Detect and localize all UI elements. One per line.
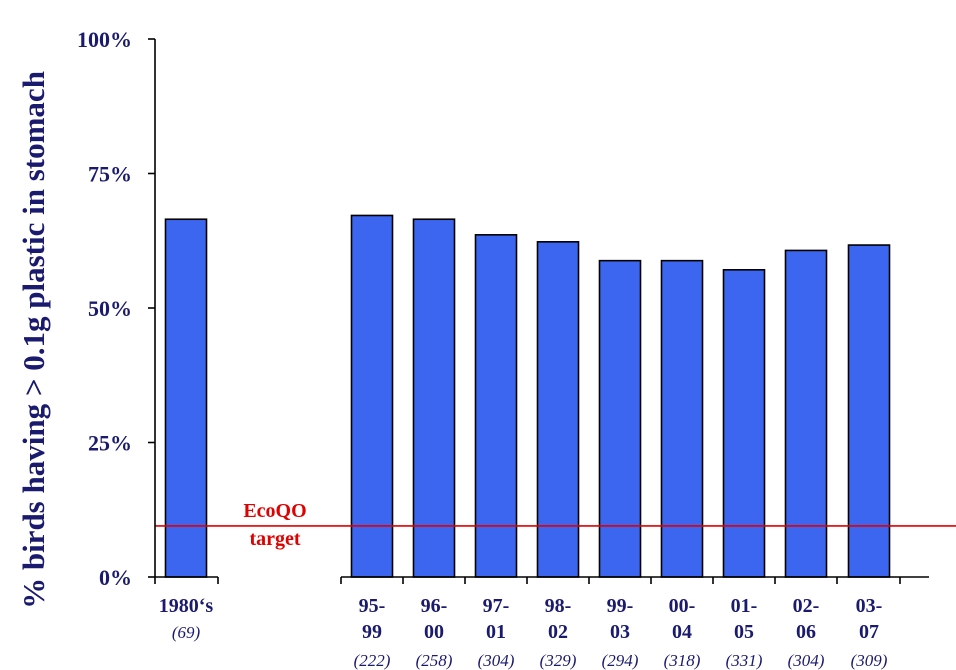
x-tick-label: 00- xyxy=(669,595,696,617)
y-tick-label: 0% xyxy=(99,565,132,590)
target-group: EcoQO target xyxy=(155,500,956,550)
x-tick-label: 1980‘s xyxy=(159,595,214,617)
x-tick-label: 99 xyxy=(362,621,382,643)
y-tick-label: 50% xyxy=(88,296,132,321)
y-tick-label: 75% xyxy=(88,162,132,187)
x-tick-sample-size: (318) xyxy=(664,651,701,670)
x-tick-label: 00 xyxy=(424,621,444,643)
x-tick-label: 03 xyxy=(610,621,630,643)
y-tick-label: 25% xyxy=(88,431,132,456)
x-tick-label: 07 xyxy=(859,621,879,643)
x-tick-sample-size: (222) xyxy=(354,651,391,670)
x-tick-label: 05 xyxy=(734,621,754,643)
x-tick-label: 02- xyxy=(793,595,820,617)
bar xyxy=(474,234,518,578)
target-label: EcoQO xyxy=(243,500,306,522)
bar xyxy=(412,218,456,578)
x-tick-label: 02 xyxy=(548,621,568,643)
y-axis-label: % birds having > 0.1g plastic in stomach xyxy=(16,71,51,609)
x-tick-label: 01 xyxy=(486,621,506,643)
x-tick-sample-size: (69) xyxy=(172,623,201,642)
x-tick-sample-size: (304) xyxy=(478,651,515,670)
x-tick-label: 96- xyxy=(421,595,448,617)
bars-group xyxy=(164,214,891,578)
bar xyxy=(660,259,704,578)
x-tick-sample-size: (329) xyxy=(540,651,577,670)
x-tick-label: 01- xyxy=(731,595,758,617)
target-label: target xyxy=(249,528,300,550)
x-tick-label: 03- xyxy=(856,595,883,617)
bar xyxy=(598,259,642,578)
bar xyxy=(722,269,766,578)
x-tick-label: 97- xyxy=(483,595,510,617)
x-tick-label: 95- xyxy=(359,595,386,617)
x-tick-sample-size: (258) xyxy=(416,651,453,670)
x-tick-sample-size: (309) xyxy=(851,651,888,670)
x-tick-label: 06 xyxy=(796,621,816,643)
x-tick-sample-size: (294) xyxy=(602,651,639,670)
bar xyxy=(536,241,580,578)
x-tick-sample-size: (304) xyxy=(788,651,825,670)
x-ticks-group: 1980‘s (69) 95- 99 (222) 96- 00 (258) 97- 01 (304)… xyxy=(159,595,888,670)
y-tick-label: 100% xyxy=(77,27,132,52)
bar xyxy=(847,244,891,578)
y-ticks-group: 0% 25% 50% 75% 100% xyxy=(77,27,155,590)
bar xyxy=(784,249,828,578)
x-tick-sample-size: (331) xyxy=(726,651,763,670)
x-tick-label: 04 xyxy=(672,621,692,643)
x-tick-label: 99- xyxy=(607,595,634,617)
bar xyxy=(350,214,394,578)
bar xyxy=(164,218,208,578)
x-tick-label: 98- xyxy=(545,595,572,617)
